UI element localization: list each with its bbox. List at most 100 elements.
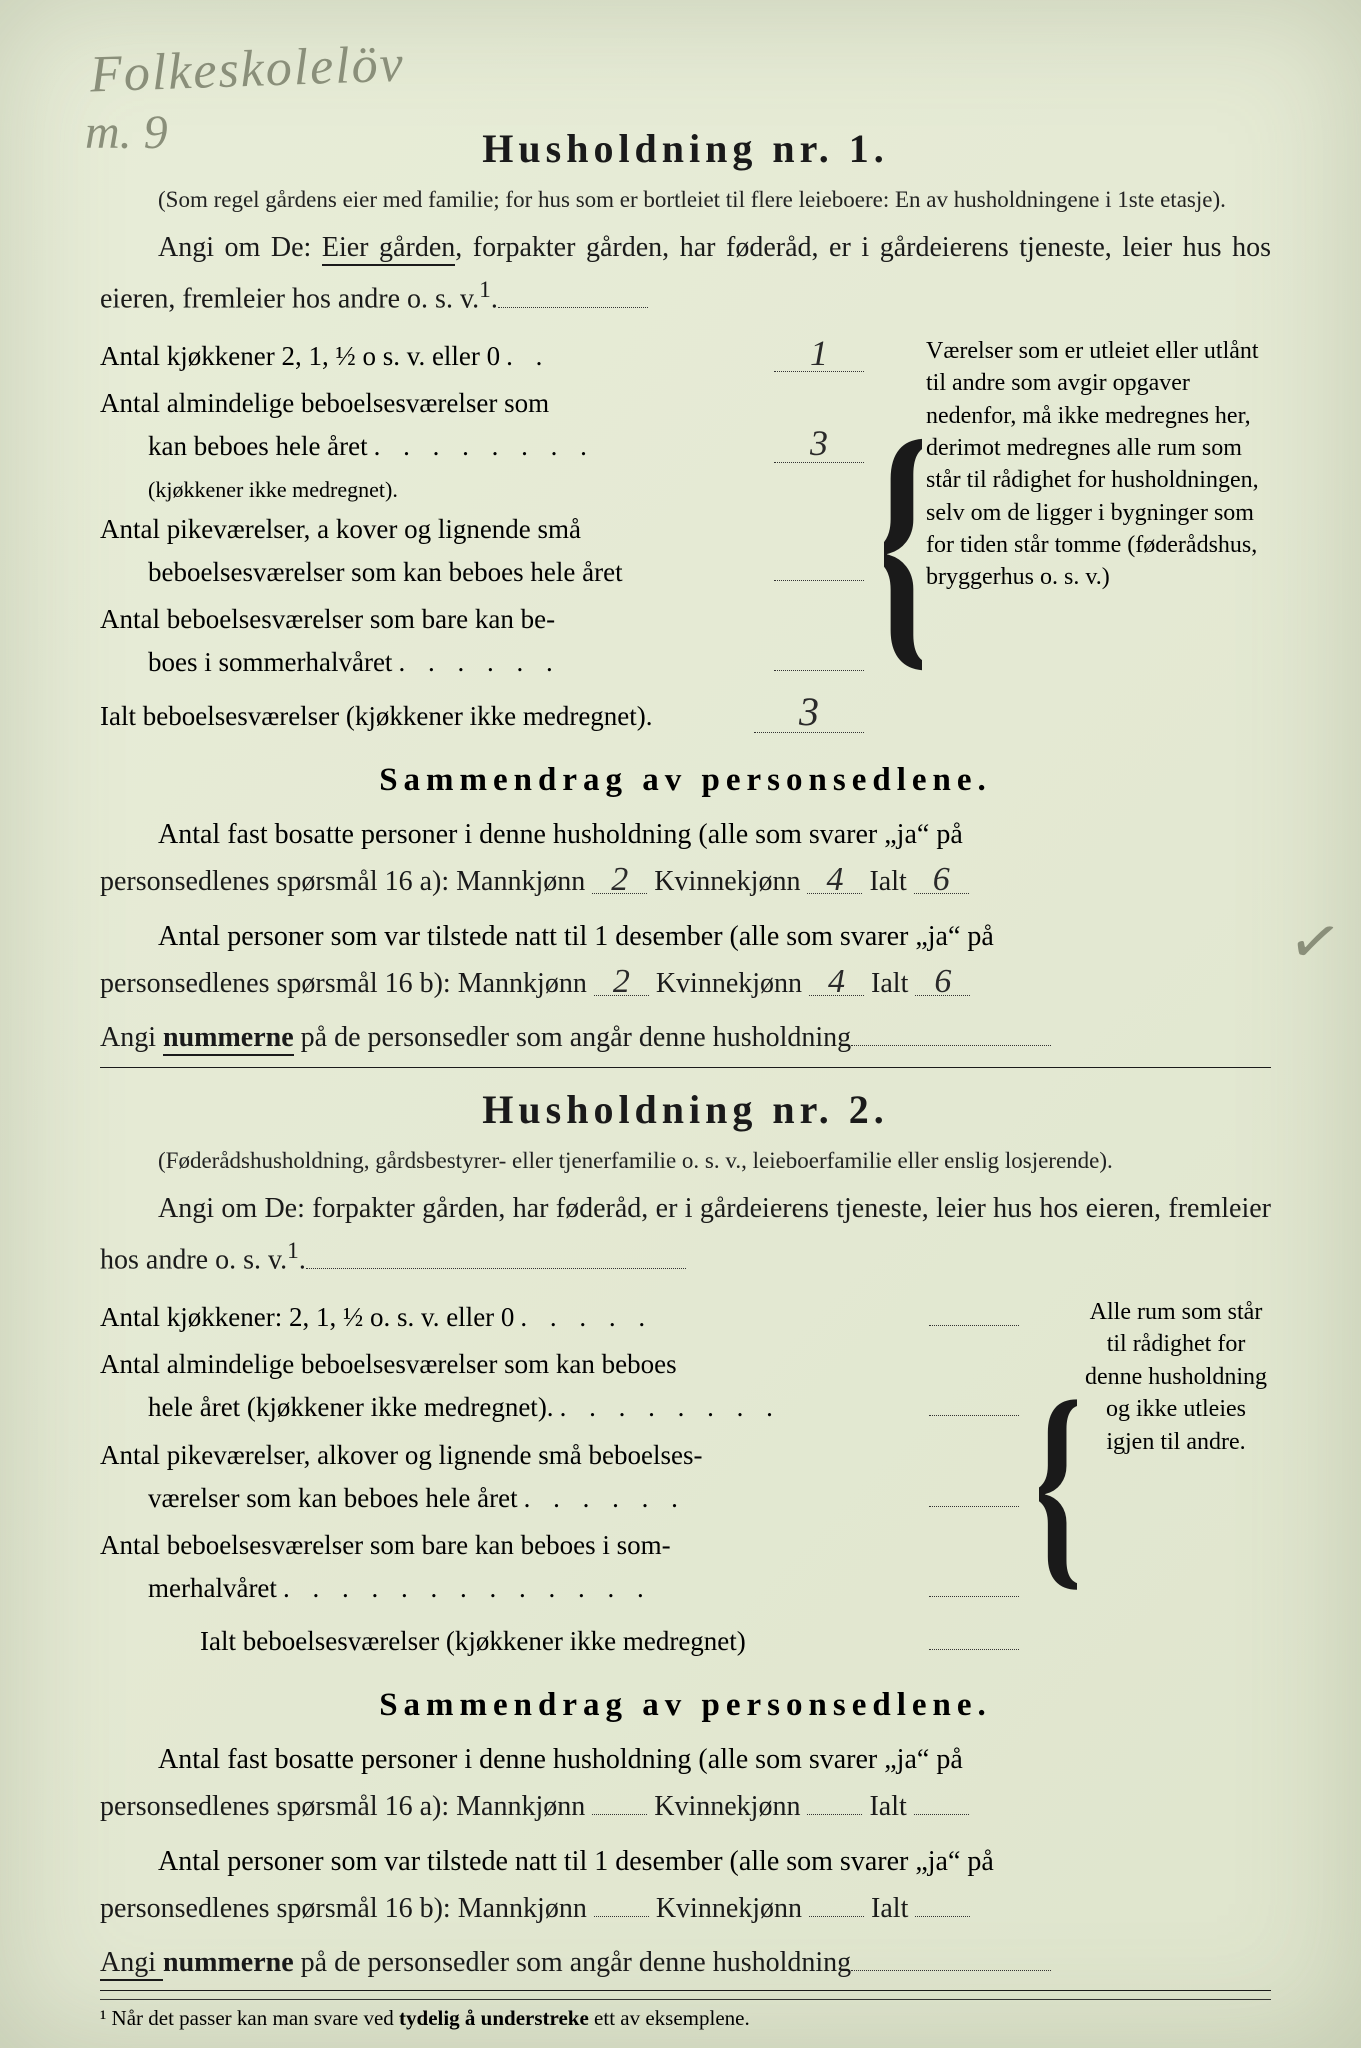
h2-row-kitchens: Antal kjøkkener: 2, 1, ½ o. s. v. eller … [100,1296,1019,1339]
handwritten-annotation-2: m. 9 [85,105,168,160]
s2-ialt2[interactable] [915,1916,970,1917]
household2-left: Antal kjøkkener: 2, 1, ½ o. s. v. eller … [100,1296,1019,1668]
s1-mannkjonn[interactable]: 2 [592,866,647,894]
summary2-line2b: personsedlenes spørsmål 16 b): Mannkjønn… [100,1886,1271,1932]
total-value[interactable]: 3 [754,694,864,733]
summary2-line2: Antal personer som var tilstede natt til… [100,1838,1271,1886]
row-summer: boes i sommerhalvåret . . . . . . [100,641,864,684]
s1-kvinnekjonn[interactable]: 4 [807,866,862,894]
household2-side-note-col: { Alle rum som står til rådighet for den… [1039,1296,1271,1668]
pike-value[interactable] [774,578,864,581]
rooms-label-b: kan beboes hele året [100,425,368,468]
census-form-page: Folkeskolelöv m. 9 ✓ Husholdning nr. 1. … [0,0,1361,2048]
kvinnekjonn-label: Kvinnekjønn [654,866,800,897]
nummerne-label2: nummerne [163,1947,294,1978]
s1-kvinnekjonn2[interactable]: 4 [809,968,864,996]
summary2-numline: Angi nummerne på de personsedler som ang… [100,1940,1271,1991]
ialt-label3: Ialt [869,1791,906,1822]
household2-side-note: Alle rum som står til rådighet for denne… [1081,1296,1271,1458]
summer-label-b: boes i sommerhalvåret [100,641,392,684]
s1-l1-pre: Antal fast bosatte personer i denne hush… [158,819,963,850]
kvinnekjonn-label2: Kvinnekjønn [656,968,802,999]
s1-l2-pre: Antal personer som var tilstede natt til… [158,921,994,952]
h2-angi-fill[interactable] [306,1268,686,1269]
summary1-numline: Angi nummerne på de personsedler som ang… [100,1015,1271,1068]
household1-title: Husholdning nr. 1. [100,125,1271,172]
h2-pike-label-a: Antal pikeværelser, alkover og lignende … [100,1434,1019,1477]
h2-summer-value[interactable] [929,1594,1019,1597]
h2-row-pike: værelser som kan beboes hele året . . . … [100,1477,1019,1520]
s1-l1-post: personsedlenes spørsmål 16 a): Mannkjønn [100,866,585,897]
h2-total-value[interactable] [929,1647,1019,1650]
summer-label-a: Antal beboelsesværelser som bare kan be- [100,598,864,641]
footnote-marker: 1 [479,277,491,303]
angi-fill[interactable] [498,307,648,308]
s1-l2-post: personsedlenes spørsmål 16 b): Mannkjønn [100,968,587,999]
numline-fill2[interactable] [851,1970,1051,1971]
ialt-label4: Ialt [871,1893,908,1924]
h2-rooms-label-a: Antal almindelige beboelsesværelser som … [100,1343,1019,1386]
s2-kvinnekjonn2[interactable] [809,1916,864,1917]
summer-value[interactable] [774,668,864,671]
footnote: ¹ Når det passer kan man svare ved tydel… [100,1999,1271,2031]
h2-angi-text: Angi om De: forpakter gården, har føderå… [100,1193,1271,1276]
nummerne-label: nummerne [163,1022,294,1056]
angi-label: Angi [100,1022,163,1053]
h2-row-summer: merhalvåret . . . . . . . . . . . . . [100,1567,1019,1610]
total-label: Ialt beboelsesværelser (kjøkkener ikke m… [100,695,653,738]
s2-ialt[interactable] [914,1814,969,1815]
row-rooms: kan beboes hele året . . . . . . . . 3 [100,425,864,468]
summary1-line2b: personsedlenes spørsmål 16 b): Mannkjønn… [100,961,1271,1007]
s2-l2-pre: Antal personer som var tilstede natt til… [158,1846,994,1877]
ialt-label: Ialt [869,866,906,897]
numline-text: på de personsedler som angår denne husho… [301,1022,852,1053]
rooms-label-a: Antal almindelige beboelsesværelser som [100,382,864,425]
angi-prefix: Angi om De: [158,232,322,263]
s2-l1-pre: Antal fast bosatte personer i denne hush… [158,1744,963,1775]
row-pike: beboelsesværelser som kan beboes hele år… [100,551,864,594]
h2-kitchens-label: Antal kjøkkener: 2, 1, ½ o. s. v. eller … [100,1296,514,1339]
kitchens-value[interactable]: 1 [774,337,864,372]
rooms-value[interactable]: 3 [774,427,864,462]
household2-subtitle: (Føderådshusholdning, gårdsbestyrer- ell… [100,1145,1271,1176]
footnote-end: ett av eksemplene. [589,2006,750,2030]
dots: . . . . . . . . [554,1386,929,1429]
row-kitchens: Antal kjøkkener 2, 1, ½ o s. v. eller 0 … [100,335,864,378]
h2-pike-value[interactable] [929,1504,1019,1507]
handwritten-checkmark: ✓ [1283,901,1347,983]
s2-mannkjonn2[interactable] [594,1916,649,1917]
numline-fill[interactable] [851,1045,1051,1046]
dots: . . [500,335,774,378]
s1-ialt[interactable]: 6 [914,866,969,894]
household1-left: Antal kjøkkener 2, 1, ½ o s. v. eller 0 … [100,335,864,743]
dots: . . . . . . . . . . . . . [277,1567,929,1610]
household2-rooms-block: Antal kjøkkener: 2, 1, ½ o. s. v. eller … [100,1296,1271,1668]
h2-row-total: Ialt beboelsesværelser (kjøkkener ikke m… [100,1620,1019,1663]
s1-ialt2[interactable]: 6 [915,968,970,996]
summary1-title: Sammendrag av personsedlene. [100,762,1271,799]
h2-pike-label-b: værelser som kan beboes hele året [100,1477,518,1520]
household1-rooms-block: Antal kjøkkener 2, 1, ½ o s. v. eller 0 … [100,335,1271,743]
h2-summer-label-b: merhalvåret [100,1567,277,1610]
h2-total-label: Ialt beboelsesværelser (kjøkkener ikke m… [200,1620,746,1663]
h2-rooms-value[interactable] [929,1413,1019,1416]
dots: . . . . . . [518,1477,929,1520]
kvinnekjonn-label4: Kvinnekjønn [656,1893,802,1924]
brace-icon2: { [1039,1296,1077,1668]
numline-text2: på de personsedler som angår denne husho… [301,1947,852,1978]
dots: . . . . . . [392,641,774,684]
handwritten-annotation-1: Folkeskolelöv [89,35,406,105]
household1-subtitle: (Som regel gårdens eier med familie; for… [100,184,1271,215]
summary2-title: Sammendrag av personsedlene. [100,1687,1271,1724]
angi-underlined: Eier gården [322,232,455,266]
h2-kitchens-value[interactable] [929,1323,1019,1326]
footnote-text: ¹ Når det passer kan man svare ved [100,2006,399,2030]
household1-angi: Angi om De: Eier gården, forpakter gårde… [100,225,1271,323]
s1-mannkjonn2[interactable]: 2 [594,968,649,996]
s2-mannkjonn[interactable] [592,1814,647,1815]
s2-kvinnekjonn[interactable] [807,1814,862,1815]
kvinnekjonn-label3: Kvinnekjønn [654,1791,800,1822]
rooms-note: (kjøkkener ikke medregnet). [148,472,864,507]
household1-side-note: Værelser som er utleiet eller utlånt til… [926,335,1271,594]
row-total: Ialt beboelsesværelser (kjøkkener ikke m… [100,694,864,738]
